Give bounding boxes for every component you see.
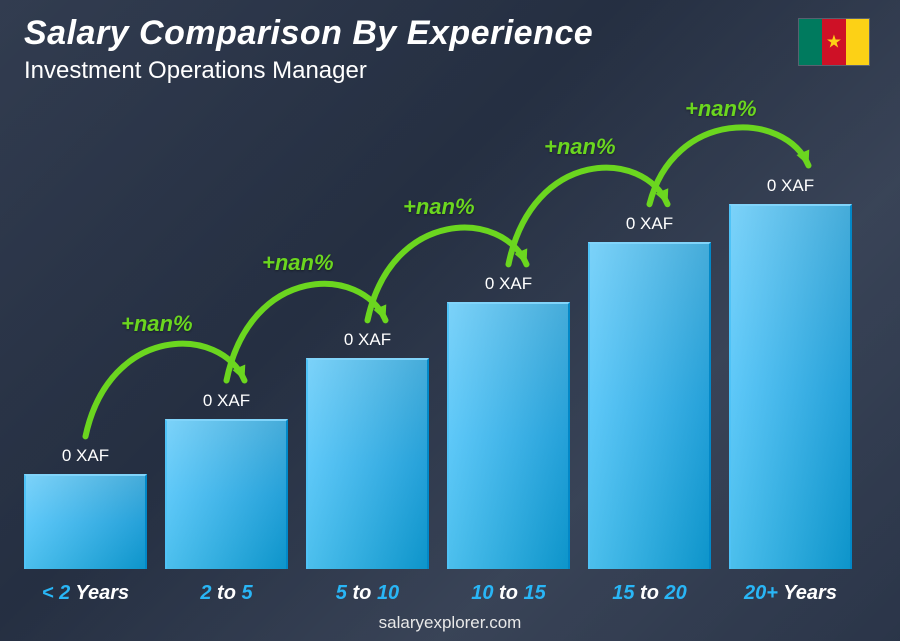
country-flag: ★ [798,18,870,66]
flag-star-icon: ★ [826,33,842,51]
growth-arc [86,344,245,437]
flag-stripe-1 [799,19,822,65]
growth-delta-label: +nan% [121,311,193,337]
x-axis-label: 15 to 20 [588,582,711,605]
growth-arc [509,168,668,265]
growth-delta-label: +nan% [685,96,757,122]
flag-stripe-2: ★ [822,19,845,65]
x-axis-label: 10 to 15 [447,582,570,605]
bar-chart: 0 XAF0 XAF0 XAF0 XAF0 XAF0 XAF +nan%+nan… [24,120,852,569]
flag-stripe-3 [846,19,869,65]
growth-arc [227,284,386,381]
growth-delta-label: +nan% [544,134,616,160]
x-axis-label: 2 to 5 [165,582,288,605]
x-axis: < 2 Years 2 to 5 5 to 10 10 to 15 15 to 20 20… [24,582,852,605]
x-axis-label: 5 to 10 [306,582,429,605]
growth-delta-label: +nan% [403,194,475,220]
growth-arc [650,127,809,204]
x-axis-label: 20+ Years [729,582,852,605]
footer-attribution: salaryexplorer.com [0,613,900,633]
growth-arc [368,228,527,321]
x-axis-label: < 2 Years [24,582,147,605]
page-title: Salary Comparison By Experience [24,14,593,53]
growth-delta-label: +nan% [262,250,334,276]
